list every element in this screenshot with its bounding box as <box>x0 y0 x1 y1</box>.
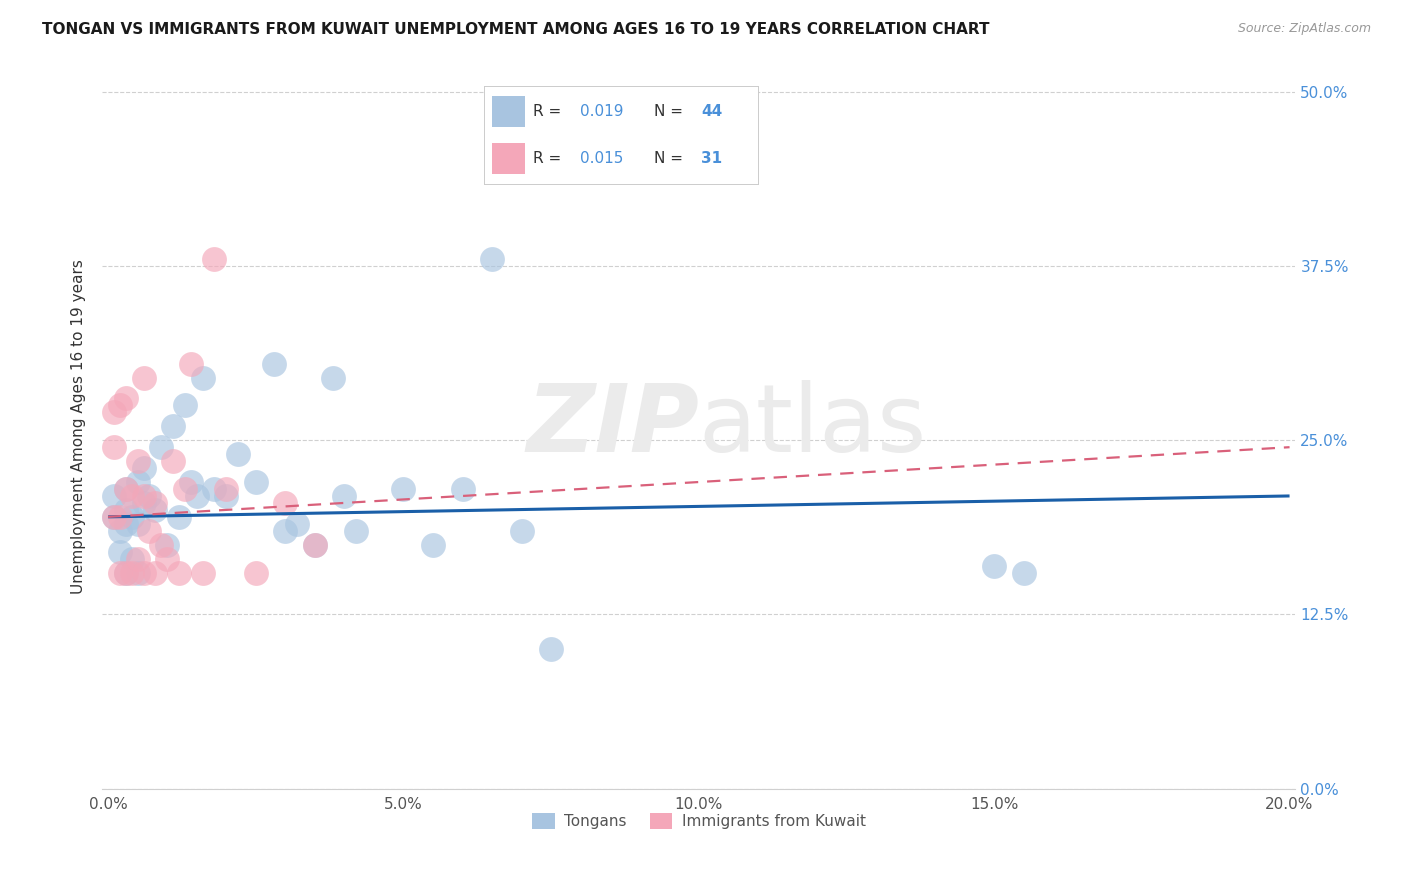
Point <box>156 551 179 566</box>
Point <box>115 566 138 580</box>
Point <box>274 496 297 510</box>
Point <box>115 482 138 496</box>
Point <box>451 482 474 496</box>
Point <box>108 509 131 524</box>
Point <box>138 489 160 503</box>
Point <box>127 566 149 580</box>
Point <box>191 370 214 384</box>
Point <box>121 551 143 566</box>
Legend: Tongans, Immigrants from Kuwait: Tongans, Immigrants from Kuwait <box>526 807 872 835</box>
Point <box>103 509 125 524</box>
Point <box>103 509 125 524</box>
Point <box>245 475 267 489</box>
Point <box>103 405 125 419</box>
Point <box>115 516 138 531</box>
Point <box>174 398 197 412</box>
Point <box>167 566 190 580</box>
Point <box>121 566 143 580</box>
Point <box>132 370 155 384</box>
Point <box>121 509 143 524</box>
Point <box>127 551 149 566</box>
Point <box>145 503 167 517</box>
Point <box>121 489 143 503</box>
Text: TONGAN VS IMMIGRANTS FROM KUWAIT UNEMPLOYMENT AMONG AGES 16 TO 19 YEARS CORRELAT: TONGAN VS IMMIGRANTS FROM KUWAIT UNEMPLO… <box>42 22 990 37</box>
Point <box>422 538 444 552</box>
Text: ZIP: ZIP <box>526 380 699 472</box>
Point <box>344 524 367 538</box>
Point <box>127 516 149 531</box>
Point <box>132 496 155 510</box>
Point <box>204 482 226 496</box>
Point <box>162 454 184 468</box>
Point <box>983 558 1005 573</box>
Point <box>132 461 155 475</box>
Point <box>215 489 238 503</box>
Y-axis label: Unemployment Among Ages 16 to 19 years: Unemployment Among Ages 16 to 19 years <box>72 259 86 594</box>
Point <box>215 482 238 496</box>
Point <box>204 252 226 266</box>
Point <box>392 482 415 496</box>
Point <box>103 489 125 503</box>
Point <box>150 538 173 552</box>
Point <box>162 419 184 434</box>
Point <box>180 475 202 489</box>
Point <box>156 538 179 552</box>
Point <box>108 566 131 580</box>
Point <box>263 357 285 371</box>
Point <box>108 398 131 412</box>
Point <box>115 482 138 496</box>
Point <box>108 524 131 538</box>
Point <box>304 538 326 552</box>
Point <box>226 447 249 461</box>
Point <box>174 482 197 496</box>
Point <box>186 489 208 503</box>
Point <box>245 566 267 580</box>
Point <box>145 496 167 510</box>
Point <box>274 524 297 538</box>
Point <box>115 392 138 406</box>
Point <box>180 357 202 371</box>
Point <box>285 516 308 531</box>
Point <box>481 252 503 266</box>
Point <box>540 642 562 657</box>
Point <box>304 538 326 552</box>
Point <box>510 524 533 538</box>
Point <box>115 503 138 517</box>
Point <box>127 454 149 468</box>
Point <box>127 475 149 489</box>
Point <box>167 509 190 524</box>
Point <box>138 524 160 538</box>
Point <box>322 370 344 384</box>
Point <box>333 489 356 503</box>
Point <box>145 566 167 580</box>
Point <box>191 566 214 580</box>
Point <box>132 566 155 580</box>
Point <box>150 440 173 454</box>
Point <box>132 489 155 503</box>
Text: Source: ZipAtlas.com: Source: ZipAtlas.com <box>1237 22 1371 36</box>
Point <box>103 440 125 454</box>
Point <box>1012 566 1035 580</box>
Point <box>108 544 131 558</box>
Point <box>115 566 138 580</box>
Text: atlas: atlas <box>699 380 927 472</box>
